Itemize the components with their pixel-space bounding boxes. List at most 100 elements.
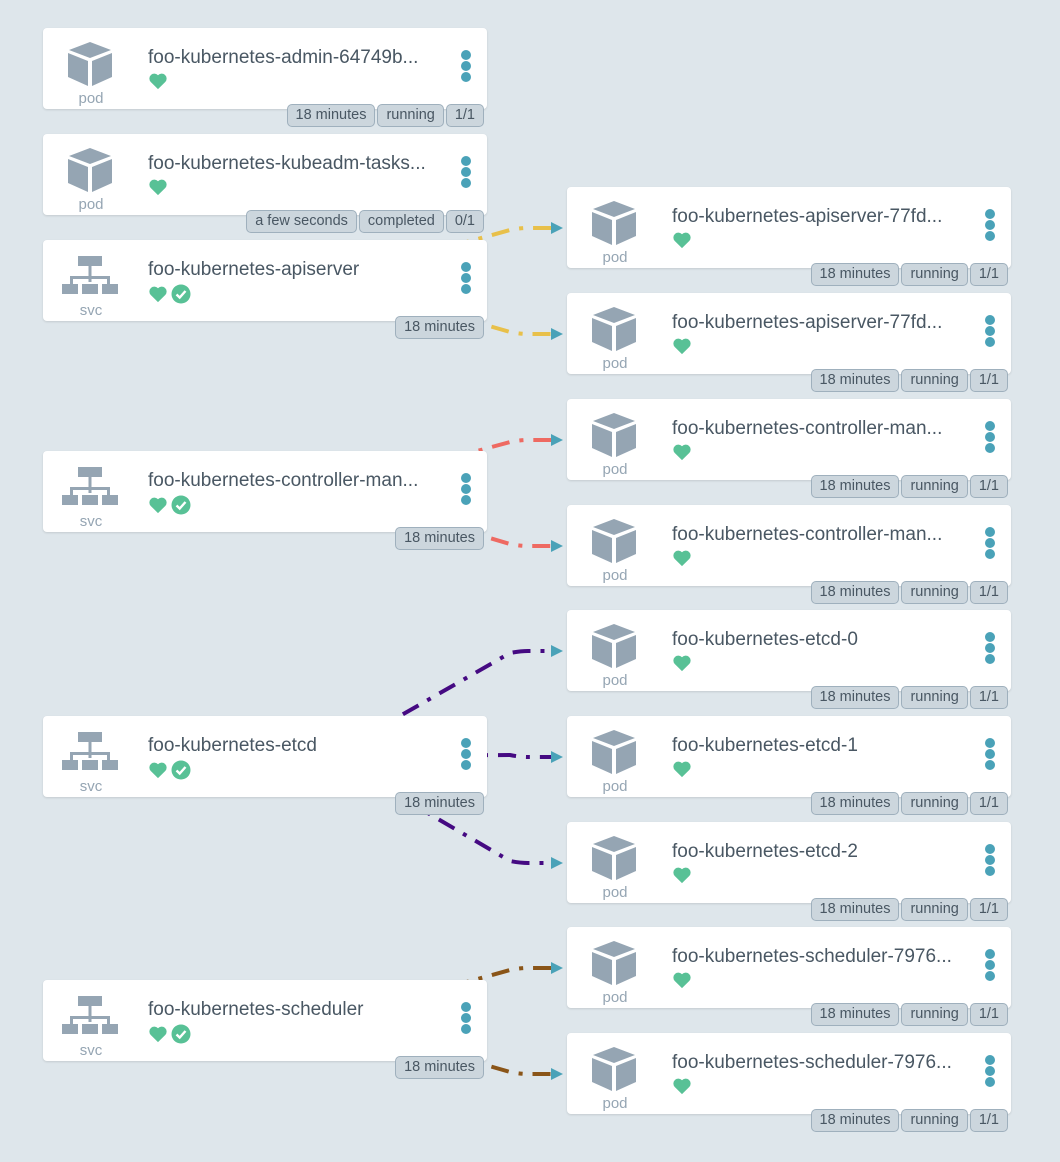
status-icons bbox=[148, 178, 168, 201]
resource-name[interactable]: foo-kubernetes-scheduler bbox=[148, 999, 364, 1020]
healthy-heart-icon bbox=[148, 496, 168, 519]
info-badge: 1/1 bbox=[969, 898, 1008, 921]
resource-name[interactable]: foo-kubernetes-admin-64749b... bbox=[148, 47, 419, 68]
service-network-icon bbox=[61, 992, 119, 1040]
resource-node-svc-etcd[interactable]: svc foo-kubernetes-etcd 18 minutes bbox=[43, 716, 487, 815]
status-icons bbox=[672, 337, 692, 360]
edge-arrow-icon bbox=[551, 645, 563, 657]
resource-name[interactable]: foo-kubernetes-controller-man... bbox=[672, 418, 943, 439]
node-menu-button[interactable] bbox=[983, 421, 997, 457]
resource-name[interactable]: foo-kubernetes-controller-man... bbox=[148, 470, 419, 491]
resource-node-admin[interactable]: pod foo-kubernetes-admin-64749b... 18 minu… bbox=[43, 28, 487, 127]
resource-kind: pod bbox=[602, 884, 628, 901]
resource-node-pod-cm-1[interactable]: pod foo-kubernetes-controller-man... 18 mi… bbox=[567, 399, 1011, 498]
node-menu-button[interactable] bbox=[983, 209, 997, 245]
edge-svc-etcd-pod-etcd-1 bbox=[329, 752, 554, 759]
healthy-heart-icon bbox=[672, 760, 692, 783]
synced-check-icon bbox=[171, 760, 191, 785]
info-badge: running bbox=[901, 686, 968, 709]
resource-name[interactable]: foo-kubernetes-apiserver-77fd... bbox=[672, 206, 943, 227]
info-badge: 18 minutes bbox=[810, 581, 900, 604]
node-menu-button[interactable] bbox=[459, 473, 473, 509]
synced-check-icon bbox=[171, 495, 191, 520]
resource-node-pod-sched-1[interactable]: pod foo-kubernetes-scheduler-7976... 18 mi… bbox=[567, 927, 1011, 1026]
info-badge: running bbox=[377, 104, 444, 127]
info-badge: 1/1 bbox=[969, 475, 1008, 498]
edge-arrow-icon bbox=[551, 751, 563, 763]
resource-kind: pod bbox=[602, 567, 628, 584]
node-menu-button[interactable] bbox=[459, 1002, 473, 1038]
info-badge: 0/1 bbox=[445, 210, 484, 233]
node-menu-button[interactable] bbox=[983, 1055, 997, 1091]
healthy-heart-icon bbox=[672, 549, 692, 572]
healthy-heart-icon bbox=[148, 72, 168, 95]
resource-name[interactable]: foo-kubernetes-etcd-2 bbox=[672, 841, 858, 862]
resource-node-pod-api-2[interactable]: pod foo-kubernetes-apiserver-77fd... 18 mi… bbox=[567, 293, 1011, 392]
resource-node-svc-apiserver[interactable]: svc foo-kubernetes-apiserver 18 minutes bbox=[43, 240, 487, 339]
synced-check-icon bbox=[171, 1024, 191, 1049]
info-badge: 1/1 bbox=[969, 686, 1008, 709]
resource-node-pod-etcd-0[interactable]: pod foo-kubernetes-etcd-0 18 minutes runnin… bbox=[567, 610, 1011, 709]
resource-node-pod-etcd-1[interactable]: pod foo-kubernetes-etcd-1 18 minutes runnin… bbox=[567, 716, 1011, 815]
resource-kind: svc bbox=[79, 513, 103, 530]
edge-arrow-icon bbox=[551, 434, 563, 446]
resource-node-kubeadm[interactable]: pod foo-kubernetes-kubeadm-tasks... a few … bbox=[43, 134, 487, 233]
healthy-heart-icon bbox=[148, 178, 168, 201]
pod-cube-icon bbox=[585, 728, 643, 776]
resource-name[interactable]: foo-kubernetes-controller-man... bbox=[672, 524, 943, 545]
resource-node-svc-scheduler[interactable]: svc foo-kubernetes-scheduler 18 minutes bbox=[43, 980, 487, 1079]
node-menu-button[interactable] bbox=[983, 527, 997, 563]
node-menu-button[interactable] bbox=[459, 262, 473, 298]
resource-name[interactable]: foo-kubernetes-kubeadm-tasks... bbox=[148, 153, 426, 174]
node-badges: 18 minutes running 1/1 bbox=[810, 686, 1008, 709]
info-badge: running bbox=[901, 1109, 968, 1132]
node-menu-button[interactable] bbox=[983, 844, 997, 880]
healthy-heart-icon bbox=[672, 866, 692, 889]
edge-arrow-icon bbox=[551, 857, 563, 869]
node-menu-button[interactable] bbox=[459, 156, 473, 192]
resource-kind: svc bbox=[79, 1042, 103, 1059]
info-badge: 1/1 bbox=[969, 1003, 1008, 1026]
node-menu-button[interactable] bbox=[459, 738, 473, 774]
pod-cube-icon bbox=[585, 939, 643, 987]
node-menu-button[interactable] bbox=[983, 632, 997, 668]
node-badges: 18 minutes bbox=[395, 792, 484, 815]
resource-name[interactable]: foo-kubernetes-apiserver bbox=[148, 259, 360, 280]
node-menu-button[interactable] bbox=[459, 50, 473, 86]
info-badge: 18 minutes bbox=[395, 527, 484, 550]
status-icons bbox=[672, 549, 692, 572]
resource-name[interactable]: foo-kubernetes-apiserver-77fd... bbox=[672, 312, 943, 333]
info-badge: running bbox=[901, 898, 968, 921]
resource-kind: pod bbox=[602, 249, 628, 266]
resource-name[interactable]: foo-kubernetes-etcd-0 bbox=[672, 629, 858, 650]
node-menu-button[interactable] bbox=[983, 315, 997, 351]
info-badge: 18 minutes bbox=[810, 1109, 900, 1132]
resource-name[interactable]: foo-kubernetes-etcd-1 bbox=[672, 735, 858, 756]
resource-name[interactable]: foo-kubernetes-scheduler-7976... bbox=[672, 946, 952, 967]
resource-node-pod-etcd-2[interactable]: pod foo-kubernetes-etcd-2 18 minutes runnin… bbox=[567, 822, 1011, 921]
pod-cube-icon bbox=[585, 517, 643, 565]
resource-node-pod-cm-2[interactable]: pod foo-kubernetes-controller-man... 18 mi… bbox=[567, 505, 1011, 604]
resource-node-svc-controller[interactable]: svc foo-kubernetes-controller-man... 18 mi… bbox=[43, 451, 487, 550]
info-badge: running bbox=[901, 475, 968, 498]
healthy-heart-icon bbox=[672, 337, 692, 360]
pod-cube-icon bbox=[585, 305, 643, 353]
resource-kind: pod bbox=[602, 355, 628, 372]
node-menu-button[interactable] bbox=[983, 949, 997, 985]
healthy-heart-icon bbox=[672, 1077, 692, 1100]
info-badge: running bbox=[901, 369, 968, 392]
resource-node-pod-api-1[interactable]: pod foo-kubernetes-apiserver-77fd... 18 mi… bbox=[567, 187, 1011, 286]
resource-node-pod-sched-2[interactable]: pod foo-kubernetes-scheduler-7976... 18 mi… bbox=[567, 1033, 1011, 1132]
info-badge: 18 minutes bbox=[810, 263, 900, 286]
status-icons bbox=[148, 1024, 191, 1049]
pod-cube-icon bbox=[585, 834, 643, 882]
resource-name[interactable]: foo-kubernetes-scheduler-7976... bbox=[672, 1052, 952, 1073]
edge-arrow-icon bbox=[551, 328, 563, 340]
node-badges: a few seconds completed 0/1 bbox=[246, 210, 484, 233]
info-badge: running bbox=[901, 263, 968, 286]
resource-name[interactable]: foo-kubernetes-etcd bbox=[148, 735, 317, 756]
edge-svc-apiserver-pod-api-2 bbox=[329, 278, 554, 336]
node-menu-button[interactable] bbox=[983, 738, 997, 774]
info-badge: 18 minutes bbox=[810, 686, 900, 709]
node-badges: 18 minutes running 1/1 bbox=[810, 792, 1008, 815]
